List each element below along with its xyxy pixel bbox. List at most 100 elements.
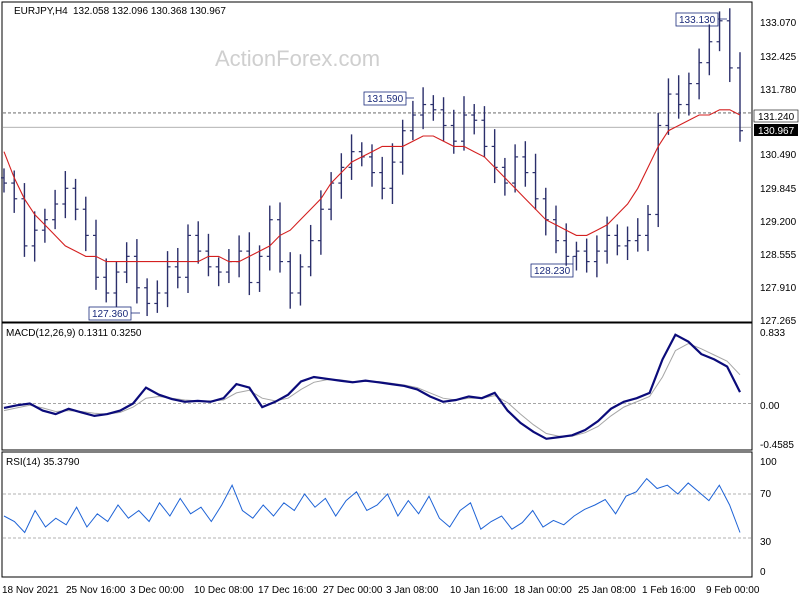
- current-price-label: 130.967: [758, 126, 795, 137]
- ohlc-bar: [205, 233, 212, 277]
- current-price-tag-bg: [754, 124, 798, 136]
- ohlc-bar: [726, 8, 733, 83]
- ohlc-bar: [512, 144, 519, 193]
- ohlc-bar: [41, 208, 48, 243]
- ohlc-bar: [573, 241, 580, 271]
- time-tick-label: 3 Dec 00:00: [130, 585, 184, 596]
- price-tick-label: 127.910: [760, 283, 797, 294]
- ohlc-bar: [103, 258, 110, 303]
- svg-text:133.130: 133.130: [679, 15, 716, 26]
- time-tick-label: 9 Feb 00:00: [706, 585, 760, 596]
- ohlc-bar: [62, 171, 69, 219]
- ohlc-bar: [685, 72, 692, 116]
- ohlc-bar: [93, 219, 99, 290]
- ohlc-bar: [338, 153, 345, 199]
- ohlc-bar: [583, 238, 590, 273]
- macd-tick-label: -0.4585: [760, 440, 794, 451]
- ohlc-bar: [72, 178, 79, 221]
- ohlc-values-label: 132.058 132.096 130.368 130.967: [73, 6, 226, 17]
- price-tick-label: 129.845: [760, 184, 797, 195]
- ohlc-bar: [123, 242, 130, 284]
- ohlc-bar: [154, 280, 161, 313]
- rsi-title: RSI(14) 35.3790: [6, 457, 80, 468]
- svg-text:127.360: 127.360: [92, 309, 129, 320]
- annotation-127360: 127.360: [88, 306, 140, 321]
- price-tick-label: 129.200: [760, 217, 797, 228]
- svg-text:128.230: 128.230: [534, 266, 571, 277]
- ohlc-bar: [461, 96, 467, 151]
- ohlc-bar: [614, 224, 621, 256]
- ohlc-bar: [522, 141, 529, 187]
- ohlc-bar: [348, 134, 355, 180]
- macd-plot: [3, 333, 752, 440]
- ohlc-bar: [665, 78, 672, 135]
- watermark: ActionForex.com: [215, 46, 380, 71]
- time-tick-label: 1 Feb 16:00: [642, 585, 696, 596]
- rsi-tick-label: 70: [760, 489, 772, 500]
- price-tick-label: 132.425: [760, 52, 797, 63]
- ohlc-bar: [113, 261, 120, 308]
- ohlc-bar: [379, 156, 386, 200]
- ohlc-bar: [185, 224, 191, 293]
- ohlc-bar: [297, 254, 304, 306]
- annotation-128230: 128.230: [530, 256, 574, 278]
- time-tick-label: 27 Dec 00:00: [323, 585, 383, 596]
- time-tick-label: 17 Dec 16:00: [258, 585, 318, 596]
- ohlc-bar: [246, 232, 253, 296]
- ohlc-bar: [420, 87, 427, 130]
- ohlc-bar: [52, 189, 59, 230]
- ohlc-bar: [501, 157, 508, 196]
- current-level-tag-bg: [753, 109, 799, 123]
- ohlc-bar: [389, 143, 396, 205]
- price-plot: [1, 8, 752, 317]
- rsi-tick-label: 100: [760, 457, 777, 468]
- macd-tick-label: 0.833: [760, 328, 785, 339]
- ohlc-bar: [634, 218, 641, 252]
- ohlc-bar: [164, 251, 171, 308]
- rsi-plot: [3, 477, 752, 539]
- time-axis: 18 Nov 2021 25 Nov 16:00 3 Dec 00:00 10 …: [2, 585, 760, 596]
- time-tick-label: 10 Dec 08:00: [194, 585, 254, 596]
- rsi-line: [3, 477, 741, 534]
- ohlc-bar: [532, 153, 539, 210]
- macd-panel-frame: [1, 322, 753, 451]
- ohlc-bar: [174, 247, 181, 289]
- ohlc-bar: [706, 24, 713, 76]
- ohlc-bar: [675, 75, 682, 119]
- ohlc-bar: [696, 48, 703, 100]
- ohlc-bar: [481, 106, 488, 158]
- ohlc-bar: [317, 190, 324, 255]
- ohlc-bar: [82, 196, 89, 252]
- time-tick-label: 18 Jan 00:00: [514, 585, 572, 596]
- rsi-tick-label: 0: [760, 567, 766, 578]
- ohlc-bar: [430, 95, 437, 121]
- ohlc-bar: [287, 252, 294, 309]
- time-tick-label: 3 Jan 08:00: [386, 585, 439, 596]
- macd-title: MACD(12,26,9) 0.1311 0.3250: [6, 328, 142, 339]
- time-tick-label: 25 Nov 16:00: [66, 585, 126, 596]
- ohlc-bar: [737, 52, 743, 142]
- time-tick-label: 25 Jan 08:00: [578, 585, 636, 596]
- price-tick-label: 133.070: [760, 18, 797, 29]
- ohlc-bar: [624, 226, 631, 261]
- ohlc-bar: [144, 278, 151, 317]
- ohlc-bar: [307, 224, 314, 277]
- ohlc-bar: [409, 100, 416, 141]
- price-tick-label: 131.780: [760, 85, 797, 96]
- rsi-panel-frame: [1, 451, 753, 578]
- ohlc-bar: [266, 205, 273, 271]
- symbol-timeframe-label: EURJPY,H4: [14, 6, 68, 17]
- moving-average-line: [3, 109, 741, 263]
- ohlc-bar: [215, 257, 222, 287]
- price-level-label-131240: 131.240: [758, 112, 795, 123]
- price-tick-label: 130.490: [760, 150, 797, 161]
- macd-tick-label: 0.00: [760, 401, 780, 412]
- ohlc-bar: [256, 245, 263, 292]
- ohlc-bar: [440, 97, 447, 142]
- price-tick-label: 127.265: [760, 316, 797, 327]
- ohlc-bar: [1, 168, 7, 193]
- ohlc-bar: [716, 11, 723, 52]
- ohlc-bar: [553, 205, 559, 254]
